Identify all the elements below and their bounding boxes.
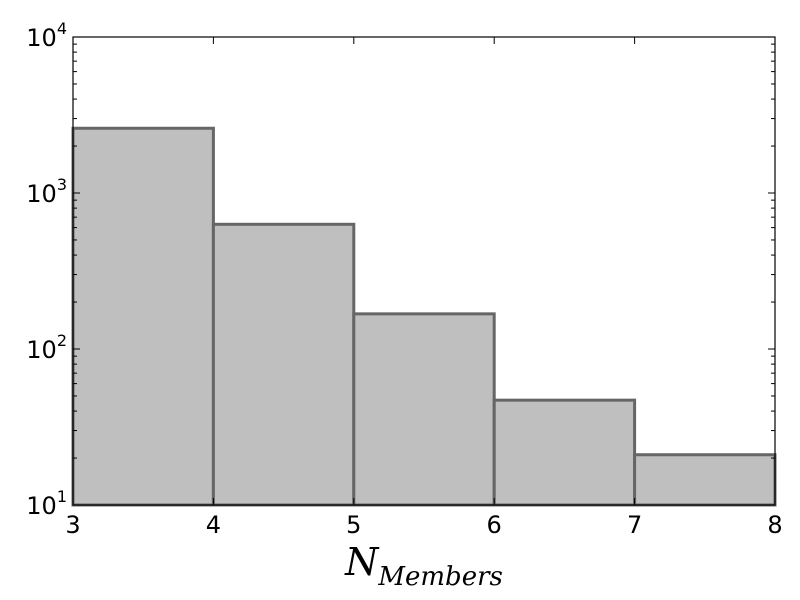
y-tick-label-2: 102 [26,331,67,364]
histogram-bar-3 [352,312,496,507]
x-tick-label-6: 6 [487,511,502,539]
y-tick-label-base: 10 [26,180,57,208]
y-tick-label-exponent: 1 [57,487,67,506]
x-tick-label-7: 7 [627,511,642,539]
histogram-bar-5 [633,453,777,507]
x-axis-label: NMembers [344,540,503,592]
x-tick-label-5: 5 [346,511,361,539]
bars-group [71,126,777,507]
y-tick-label-4: 104 [26,19,67,52]
x-tick-label-8: 8 [767,511,782,539]
y-tick-label-1: 101 [26,487,67,520]
x-axis-label-main: N [344,540,380,584]
x-tick-label-3: 3 [65,511,80,539]
y-tick-label-3: 103 [26,175,67,208]
x-tick-label-4: 4 [206,511,221,539]
y-tick-label-exponent: 4 [57,19,67,38]
histogram-bar-2 [211,222,356,507]
y-tick-label-base: 10 [26,492,57,520]
x-tick-labels: 3 4 5 6 7 8 [65,511,782,539]
plot-frame [72,36,776,506]
y-tick-label-exponent: 3 [57,175,67,194]
histogram-bar-1 [71,126,215,507]
y-tick-label-base: 10 [26,24,57,52]
histogram-bar-4 [492,398,637,507]
y-tick-label-base: 10 [26,336,57,364]
y-tick-label-exponent: 2 [57,331,67,350]
x-axis-label-subscript: Members [377,562,502,592]
